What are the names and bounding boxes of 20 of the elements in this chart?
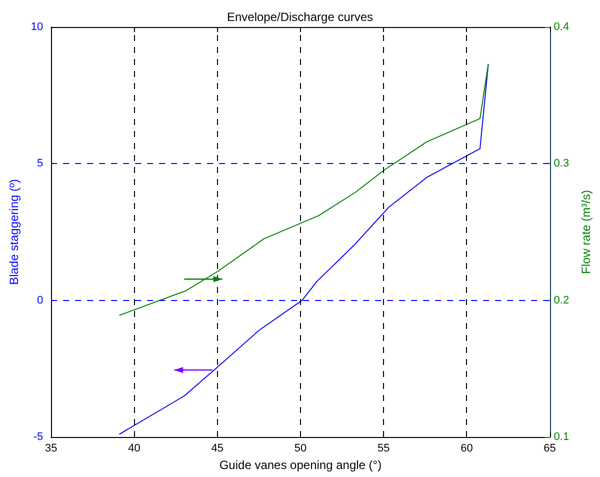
x-tick-label: 35 bbox=[45, 442, 58, 454]
y-tick-label: 10 bbox=[30, 21, 44, 33]
y2-tick-label: 0.2 bbox=[554, 294, 570, 306]
chart-title: Envelope/Discharge curves bbox=[226, 10, 374, 24]
y2-tick-label: 0.3 bbox=[554, 158, 570, 170]
x-tick-label: 50 bbox=[294, 442, 307, 454]
y-axis-title: Blade staggering (º) bbox=[7, 179, 21, 285]
x-tick-label: 45 bbox=[211, 442, 224, 454]
y-tick-label: 0 bbox=[37, 294, 44, 306]
x-tick-label: 65 bbox=[544, 442, 556, 454]
x-axis-title: Guide vanes opening angle (°) bbox=[219, 458, 382, 472]
x-tick-label: 40 bbox=[128, 442, 140, 454]
y2-tick-label: 0.4 bbox=[554, 21, 570, 33]
y-tick-label: -5 bbox=[33, 431, 44, 443]
y2-tick-label: 0.1 bbox=[554, 431, 570, 443]
x-tick-label: 60 bbox=[460, 442, 473, 454]
x-tick-label: 55 bbox=[377, 442, 390, 454]
line-series bbox=[118, 63, 489, 316]
y2-axis-title: Flow rate (m³/s) bbox=[579, 190, 593, 274]
y-tick-label: 5 bbox=[37, 158, 44, 170]
